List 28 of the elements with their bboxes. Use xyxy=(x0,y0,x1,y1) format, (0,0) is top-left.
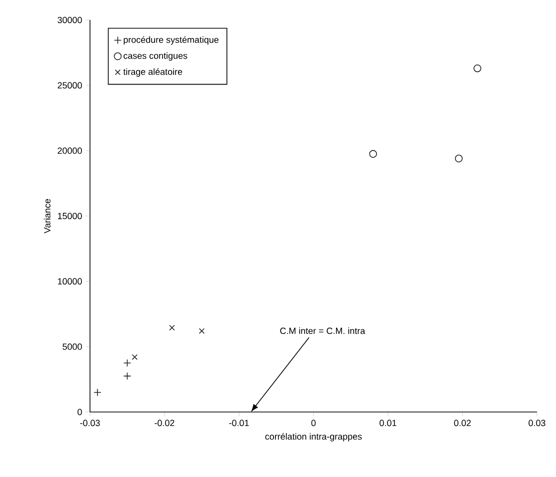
y-tick-label: 0 xyxy=(78,408,82,416)
y-tick-label: 20000 xyxy=(58,147,82,154)
point xyxy=(369,150,377,158)
x-tick-label: -0.02 xyxy=(154,420,174,426)
point xyxy=(474,64,482,72)
annotation: C.M inter = C.M. intra xyxy=(280,327,366,334)
x-tick-label: -0.03 xyxy=(80,420,100,426)
x-tick-label: 0 xyxy=(311,420,316,426)
point xyxy=(198,328,205,334)
point xyxy=(454,154,463,162)
y-axis-title: Variance xyxy=(44,199,50,234)
x-tick-label: -0.01 xyxy=(229,420,249,426)
legend-label: tirage aléatoire xyxy=(123,68,182,77)
point xyxy=(169,324,175,331)
y-tick-label: 15000 xyxy=(58,212,82,220)
y-tick-label: 25000 xyxy=(58,82,82,89)
point xyxy=(132,354,138,360)
point xyxy=(123,359,132,367)
x-axis-title: corrélation intra-grappes xyxy=(265,432,362,442)
x-tick-label: 0.02 xyxy=(454,420,471,426)
x-tick-label: 0.03 xyxy=(528,420,546,426)
legend-label: cases contigues xyxy=(124,52,188,61)
y-tick-label: 10000 xyxy=(58,278,82,285)
y-tick-label: 5000 xyxy=(62,343,82,350)
point xyxy=(123,372,132,380)
x-tick-label: 0.01 xyxy=(380,420,396,426)
y-tick-label: 30000 xyxy=(58,16,82,24)
legend-label: procédure systématique xyxy=(124,36,218,45)
